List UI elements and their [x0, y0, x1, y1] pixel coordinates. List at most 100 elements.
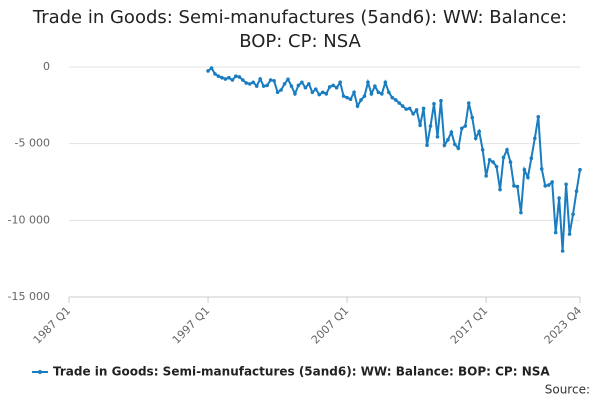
y-tick-label: -5 000	[15, 137, 50, 150]
legend-marker	[38, 370, 42, 374]
point	[254, 84, 259, 88]
point	[359, 98, 363, 102]
point	[390, 95, 395, 100]
point	[400, 104, 405, 108]
point	[261, 84, 266, 88]
point	[574, 189, 579, 193]
point	[539, 167, 544, 171]
point	[373, 84, 377, 88]
point	[320, 90, 325, 95]
point	[501, 155, 506, 160]
point	[477, 129, 481, 134]
point	[338, 80, 342, 85]
point	[553, 230, 558, 235]
point	[571, 212, 575, 216]
point	[310, 90, 315, 95]
point	[480, 148, 485, 152]
point	[505, 148, 509, 152]
point	[543, 184, 548, 188]
point	[275, 90, 280, 95]
point	[466, 101, 471, 105]
point	[234, 74, 238, 78]
y-tick-label: -10 000	[8, 213, 50, 226]
point	[522, 167, 527, 172]
point	[494, 164, 499, 169]
point	[557, 196, 561, 200]
point	[331, 83, 335, 88]
point	[369, 92, 374, 96]
point	[442, 143, 447, 147]
series-line	[207, 66, 581, 252]
point	[314, 87, 318, 92]
point	[533, 136, 537, 141]
point	[449, 130, 454, 134]
point	[435, 134, 440, 139]
point	[487, 157, 492, 162]
point	[279, 88, 283, 92]
point	[578, 167, 582, 172]
point	[289, 84, 294, 88]
point	[230, 78, 235, 82]
point	[484, 174, 488, 178]
point	[536, 115, 541, 119]
point	[411, 111, 415, 116]
point	[550, 180, 554, 184]
point	[244, 81, 249, 85]
point	[473, 136, 478, 141]
point	[293, 92, 297, 96]
point	[216, 74, 221, 78]
point	[300, 80, 304, 85]
point	[296, 83, 301, 88]
point	[241, 78, 245, 82]
point	[515, 184, 520, 189]
point	[560, 249, 565, 253]
y-tick-label: 0	[43, 60, 50, 73]
point	[303, 85, 308, 90]
point	[251, 80, 256, 85]
point	[258, 77, 262, 81]
point	[383, 80, 388, 85]
point	[418, 123, 422, 128]
point	[355, 104, 360, 108]
point	[397, 101, 402, 105]
point	[432, 102, 436, 106]
point	[421, 106, 426, 111]
point	[206, 69, 210, 73]
point	[247, 82, 252, 86]
point	[519, 210, 523, 215]
point	[272, 79, 276, 83]
chart-title: Trade in Goods: Semi-manufactures (5and6…	[32, 7, 568, 52]
point	[463, 124, 468, 128]
point	[317, 92, 322, 97]
point	[453, 142, 457, 147]
point	[407, 106, 412, 111]
point	[223, 77, 228, 81]
point	[393, 98, 398, 102]
point	[345, 95, 349, 100]
point	[265, 83, 269, 88]
point	[491, 160, 495, 164]
point	[404, 107, 408, 111]
x-tick-label: 2007 Q1	[309, 304, 352, 347]
point	[227, 75, 231, 80]
point	[380, 92, 384, 96]
point	[220, 75, 224, 80]
point	[460, 126, 464, 131]
point	[376, 90, 381, 95]
x-tick-label: 1987 Q1	[31, 304, 74, 347]
point	[341, 94, 346, 98]
point	[529, 156, 534, 161]
point	[286, 77, 290, 82]
source: Source:	[545, 383, 590, 397]
legend-label: Trade in Goods: Semi-manufactures (5and6…	[53, 365, 550, 379]
x-tick-label: 1997 Q1	[170, 304, 213, 347]
point	[237, 75, 242, 79]
point	[307, 82, 311, 86]
point	[512, 184, 516, 188]
point	[498, 187, 502, 192]
point	[334, 85, 339, 90]
point	[282, 82, 287, 86]
point	[567, 232, 572, 236]
point	[327, 85, 332, 89]
point	[456, 146, 461, 151]
